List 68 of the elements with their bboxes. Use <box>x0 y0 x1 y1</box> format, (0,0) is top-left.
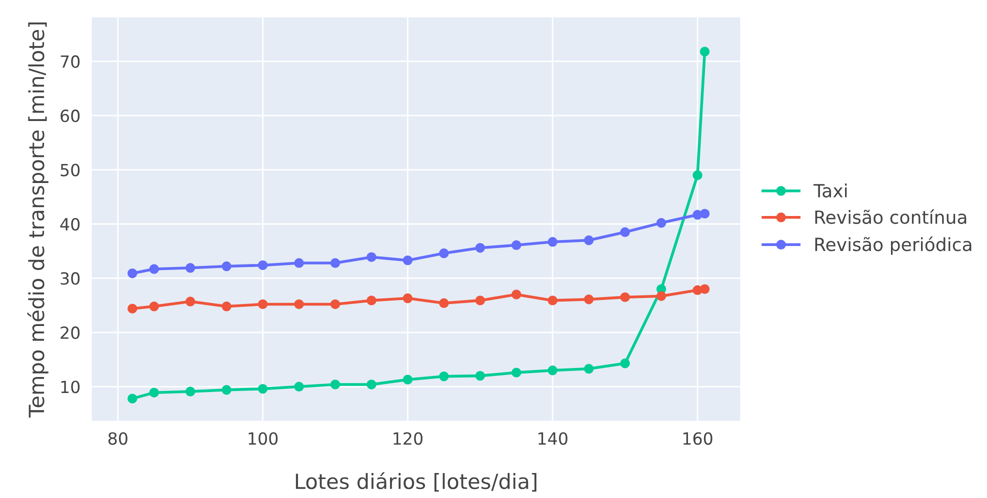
legend-label: Revisão contínua <box>815 209 966 224</box>
point <box>366 380 376 390</box>
point <box>330 299 340 310</box>
point <box>700 284 710 294</box>
point <box>402 293 413 304</box>
point <box>294 299 304 310</box>
point <box>620 227 630 237</box>
point <box>128 304 138 314</box>
y-tick-label: 60 <box>60 110 80 122</box>
point <box>692 170 702 180</box>
point <box>475 296 486 306</box>
y-tick-label: 10 <box>61 380 80 394</box>
point <box>548 296 558 306</box>
point <box>128 394 138 404</box>
x-tick-label: 100 <box>248 432 278 445</box>
point <box>222 302 232 312</box>
point <box>620 292 630 302</box>
point <box>700 208 710 219</box>
y-tick-label: 40 <box>60 218 80 231</box>
point <box>294 382 304 392</box>
point <box>475 242 486 253</box>
point <box>512 290 522 300</box>
point <box>656 291 666 301</box>
point <box>584 294 594 304</box>
legend-label: Revisão periódica <box>815 236 972 255</box>
point <box>584 235 594 246</box>
point <box>584 364 594 374</box>
point <box>258 299 268 310</box>
point <box>548 237 558 247</box>
point <box>222 385 232 395</box>
y-tick-label: 50 <box>60 164 80 176</box>
y-tick-label: 30 <box>60 272 80 285</box>
point <box>149 302 159 312</box>
point <box>512 368 522 378</box>
point <box>656 218 666 228</box>
point <box>700 46 710 56</box>
point <box>294 258 304 268</box>
point <box>258 384 268 394</box>
point <box>548 366 558 376</box>
point <box>402 374 413 384</box>
point <box>366 296 376 306</box>
x-axis-title: Lotes diários [lotes/dia] <box>296 472 536 492</box>
x-tick-label: 140 <box>538 432 568 445</box>
y-axis-title: Tempo médio de transporte [min/lote] <box>27 22 48 418</box>
y-tick-label: 70 <box>60 55 80 68</box>
x-tick-label: 80 <box>108 432 128 445</box>
point <box>475 370 486 381</box>
point <box>222 261 232 272</box>
point <box>439 248 449 258</box>
point <box>185 296 196 306</box>
point <box>185 263 196 273</box>
x-tick-label: 160 <box>683 432 712 445</box>
point <box>258 260 268 270</box>
point <box>439 298 449 308</box>
legend-label: Taxi <box>813 184 847 198</box>
point <box>402 255 413 266</box>
point <box>439 371 449 382</box>
point <box>366 252 376 262</box>
point <box>330 380 340 390</box>
point <box>512 240 522 250</box>
point <box>185 386 196 396</box>
x-tick-label: 120 <box>394 432 422 445</box>
point <box>149 264 159 274</box>
point <box>149 388 159 398</box>
point <box>620 358 630 368</box>
point <box>330 258 340 268</box>
y-tick-label: 20 <box>60 326 80 340</box>
point <box>128 268 138 278</box>
